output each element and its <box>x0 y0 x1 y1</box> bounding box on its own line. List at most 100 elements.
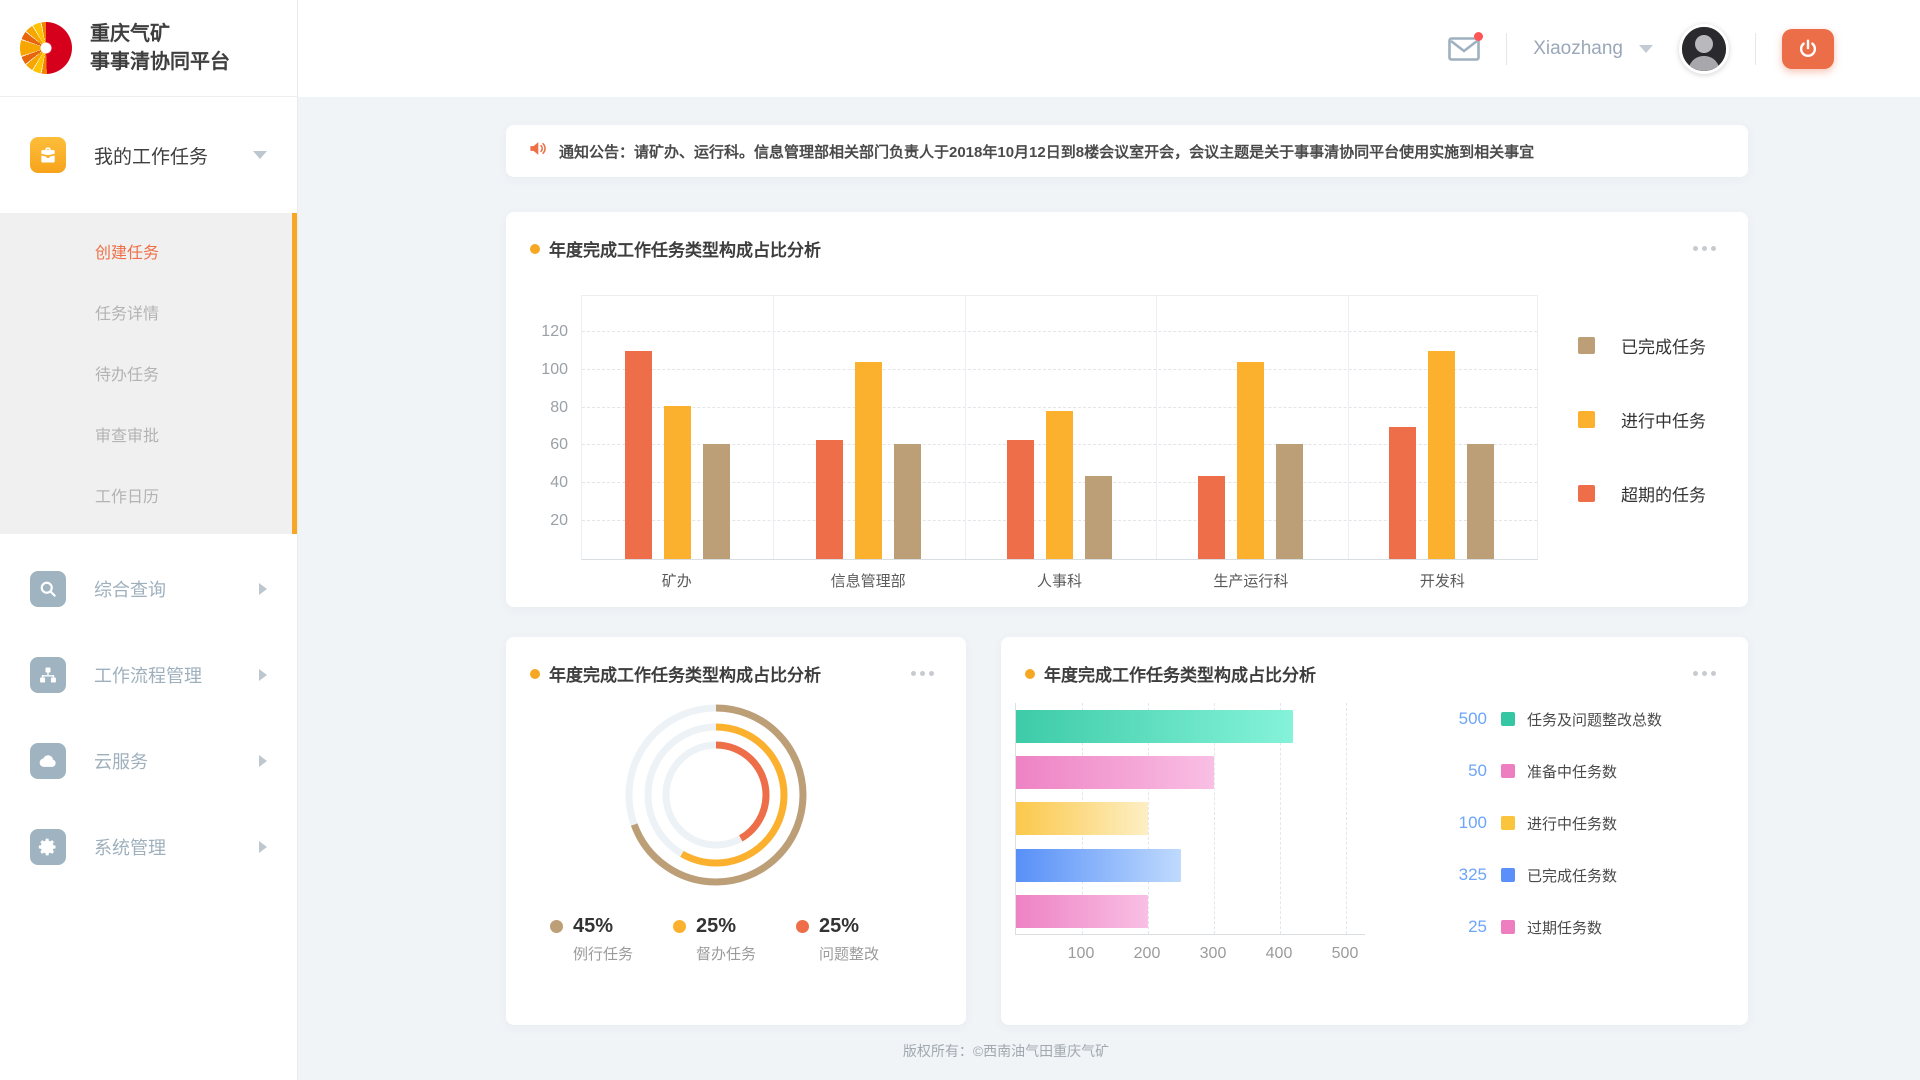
grouped-bar-chart: 20 40 60 80 100 120 <box>541 295 1538 560</box>
legend-dot <box>550 920 563 933</box>
sidebar-item[interactable]: 综合查询 <box>0 546 297 632</box>
legend-label: 进行中任务数 <box>1527 815 1618 833</box>
cloud-icon <box>30 743 66 779</box>
sidebar: 重庆气矿 事事清协同平台 我的工作任务 创建任务任务详情待办任务审查审批工作日历… <box>0 0 298 1080</box>
submenu-item[interactable]: 创建任务 <box>95 245 160 262</box>
sidebar-item-label: 云服务 <box>94 752 148 772</box>
legend-item: 超期的任务 <box>1578 481 1706 506</box>
title-dot <box>530 668 540 679</box>
donut-legend: 45% 例行任务 25% 督办任务 25% 问题整改 <box>550 915 879 964</box>
bar-chart-legend: 已完成任务进行中任务超期的任务 <box>1578 333 1706 555</box>
x-axis-label: 开发科 <box>1419 573 1465 590</box>
bar <box>816 439 843 559</box>
legend-item: 500 任务及问题整改总数 <box>1439 709 1662 729</box>
legend-swatch <box>1578 411 1595 428</box>
sidebar-item-label: 综合查询 <box>94 580 166 600</box>
bar <box>855 362 882 559</box>
legend-item: 50 准备中任务数 <box>1439 761 1662 781</box>
legend-item: 已完成任务 <box>1578 333 1706 358</box>
chevron-right-icon <box>259 841 267 853</box>
legend-label: 准备中任务数 <box>1527 763 1618 781</box>
logout-power-button[interactable] <box>1782 28 1834 69</box>
panel-menu-button[interactable] <box>1689 667 1720 680</box>
bar-group <box>582 296 773 559</box>
app-title-line2: 事事清协同平台 <box>90 51 230 73</box>
legend-item: 325 已完成任务数 <box>1439 865 1662 885</box>
bar <box>894 443 921 559</box>
legend-value: 25 <box>1468 917 1487 936</box>
x-axis-label: 矿办 <box>661 573 692 590</box>
slice-label: 督办任务 <box>696 946 757 963</box>
x-axis-tick: 200 <box>1133 945 1161 962</box>
submenu-item[interactable]: 审查审批 <box>95 428 160 445</box>
chevron-right-icon <box>259 669 267 681</box>
sidebar-item[interactable]: 云服务 <box>0 718 297 804</box>
copyright: 版权所有：©西南油气田重庆气矿 <box>902 1043 1110 1059</box>
y-axis-tick: 80 <box>550 398 568 416</box>
notice-text: 通知公告：请矿办、运行科。信息管理部相关部门负责人于2018年10月12日到8楼… <box>559 143 1535 161</box>
app-logo-block: 重庆气矿 事事清协同平台 <box>0 0 297 97</box>
panel-title: 年度完成工作任务类型构成占比分析 <box>549 666 821 685</box>
donut-chart <box>625 704 807 886</box>
bar <box>1046 411 1073 559</box>
sidebar-item[interactable]: 系统管理 <box>0 804 297 890</box>
panel-title: 年度完成工作任务类型构成占比分析 <box>549 241 821 260</box>
main-content: 通知公告：请矿办、运行科。信息管理部相关部门负责人于2018年10月12日到8楼… <box>298 97 1920 1080</box>
panel-menu-button[interactable] <box>1689 242 1720 255</box>
legend-swatch <box>1578 337 1595 354</box>
app-title: 重庆气矿 事事清协同平台 <box>90 20 230 76</box>
bar <box>703 443 730 559</box>
sidebar-submenu: 创建任务任务详情待办任务审查审批工作日历 <box>0 213 297 534</box>
chevron-down-icon <box>1639 44 1653 53</box>
avatar[interactable] <box>1679 23 1729 74</box>
legend-value: 500 <box>1458 709 1487 728</box>
panel-menu-button[interactable] <box>907 667 938 680</box>
top-header: Xiaozhang <box>298 0 1920 97</box>
bar-chart-x-labels: 矿办 信息管理部 人事科 生产运行科 开发科 <box>581 570 1538 591</box>
chevron-right-icon <box>259 583 267 595</box>
legend-label: 已完成任务 <box>1621 338 1706 357</box>
y-axis-tick: 120 <box>541 322 568 340</box>
legend-item: 进行中任务 <box>1578 407 1706 432</box>
bar <box>1467 443 1494 559</box>
divider <box>1506 32 1508 65</box>
legend-label: 任务及问题整改总数 <box>1527 711 1663 729</box>
legend-value: 100 <box>1458 813 1487 832</box>
hbar-chart <box>1015 703 1365 935</box>
legend-dot <box>673 920 687 933</box>
legend-value: 325 <box>1458 865 1487 884</box>
notice-banner: 通知公告：请矿办、运行科。信息管理部相关部门负责人于2018年10月12日到8楼… <box>506 125 1748 177</box>
legend-swatch <box>1501 868 1515 882</box>
legend-label: 过期任务数 <box>1527 919 1603 937</box>
chevron-down-icon <box>253 151 267 159</box>
legend-swatch <box>1501 712 1515 726</box>
slice-percent: 45% <box>573 915 614 937</box>
legend-swatch <box>1501 816 1515 830</box>
sidebar-nav: 综合查询工作流程管理 云服务系统管理 <box>0 534 297 890</box>
sidebar-group-my-tasks[interactable]: 我的工作任务 <box>0 97 297 213</box>
submenu-item[interactable]: 工作日历 <box>95 489 160 506</box>
x-axis-label: 生产运行科 <box>1213 573 1289 590</box>
sidebar-item-label: 工作流程管理 <box>94 666 202 686</box>
sidebar-item[interactable]: 工作流程管理 <box>0 632 297 718</box>
legend-item: 25% 问题整改 <box>796 915 879 964</box>
app-logo <box>20 22 72 74</box>
legend-swatch <box>1501 920 1515 934</box>
title-dot <box>1025 668 1035 679</box>
x-axis-tick: 400 <box>1265 945 1293 962</box>
mail-icon[interactable] <box>1448 31 1484 62</box>
slice-label: 例行任务 <box>573 946 634 963</box>
legend-item: 45% 例行任务 <box>550 915 633 964</box>
bar <box>1016 802 1148 836</box>
workflow-icon <box>30 657 66 693</box>
bar <box>1016 756 1214 790</box>
bar <box>1016 709 1294 743</box>
username[interactable]: Xiaozhang <box>1533 37 1623 59</box>
slice-percent: 25% <box>819 915 860 937</box>
hbar-x-ticks: 100 200 300 400 500 <box>1015 945 1365 965</box>
gear-icon <box>30 829 66 865</box>
submenu-item[interactable]: 任务详情 <box>95 306 160 323</box>
legend-swatch <box>1578 485 1595 502</box>
bar <box>1016 848 1181 882</box>
submenu-item[interactable]: 待办任务 <box>95 367 160 384</box>
